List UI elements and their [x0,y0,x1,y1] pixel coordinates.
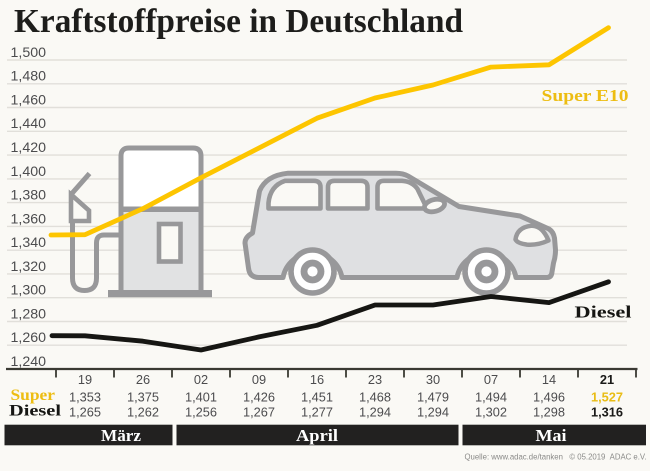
svg-text:1,380: 1,380 [10,188,46,204]
svg-text:1,360: 1,360 [10,211,46,227]
svg-text:1,496: 1,496 [533,389,565,404]
svg-text:1,240: 1,240 [10,354,46,370]
svg-text:Mai: Mai [536,426,567,445]
svg-text:1,500: 1,500 [10,45,46,61]
svg-text:1,280: 1,280 [10,306,46,322]
svg-text:1,494: 1,494 [475,389,507,404]
svg-text:26: 26 [136,372,150,387]
svg-text:Quelle: www.adac.de/tanken ©: Quelle: www.adac.de/tanken © 05.2019 ADA… [465,451,647,461]
svg-text:1,298: 1,298 [533,404,565,419]
svg-text:Diesel: Diesel [9,402,62,419]
svg-text:1,277: 1,277 [301,404,333,419]
svg-text:1,460: 1,460 [10,92,46,108]
svg-text:1,451: 1,451 [301,389,333,404]
svg-text:23: 23 [368,372,382,387]
svg-text:1,316: 1,316 [591,404,623,419]
svg-text:1,302: 1,302 [475,404,507,419]
svg-text:07: 07 [484,372,498,387]
svg-text:März: März [101,426,141,445]
svg-text:02: 02 [194,372,208,387]
svg-text:1,426: 1,426 [243,389,275,404]
svg-text:1,480: 1,480 [10,69,46,85]
svg-text:1,256: 1,256 [185,404,217,419]
svg-text:1,400: 1,400 [10,164,46,180]
svg-text:1,479: 1,479 [417,389,449,404]
svg-text:1,375: 1,375 [127,389,159,404]
svg-text:1,420: 1,420 [10,140,46,156]
svg-text:1,353: 1,353 [69,389,101,404]
svg-text:Super: Super [11,387,56,404]
svg-text:1,265: 1,265 [69,404,101,419]
svg-text:April: April [296,426,338,445]
svg-text:30: 30 [426,372,440,387]
svg-text:1,401: 1,401 [185,389,217,404]
svg-text:1,262: 1,262 [127,404,159,419]
svg-text:14: 14 [542,372,556,387]
svg-text:1,267: 1,267 [243,404,275,419]
svg-text:1,440: 1,440 [10,116,46,132]
svg-text:1,320: 1,320 [10,259,46,275]
svg-text:19: 19 [78,372,92,387]
svg-text:21: 21 [600,372,614,387]
svg-text:1,527: 1,527 [591,389,623,404]
svg-text:1,294: 1,294 [417,404,449,419]
svg-text:1,300: 1,300 [10,283,46,299]
svg-text:1,468: 1,468 [359,389,391,404]
svg-text:16: 16 [310,372,324,387]
svg-text:1,260: 1,260 [10,330,46,346]
svg-text:1,340: 1,340 [10,235,46,251]
svg-text:Kraftstoffpreise in Deutschlan: Kraftstoffpreise in Deutschland [14,3,463,40]
svg-text:1,294: 1,294 [359,404,391,419]
svg-text:Diesel: Diesel [575,302,632,321]
svg-text:09: 09 [252,372,266,387]
svg-text:Super E10: Super E10 [542,86,629,105]
